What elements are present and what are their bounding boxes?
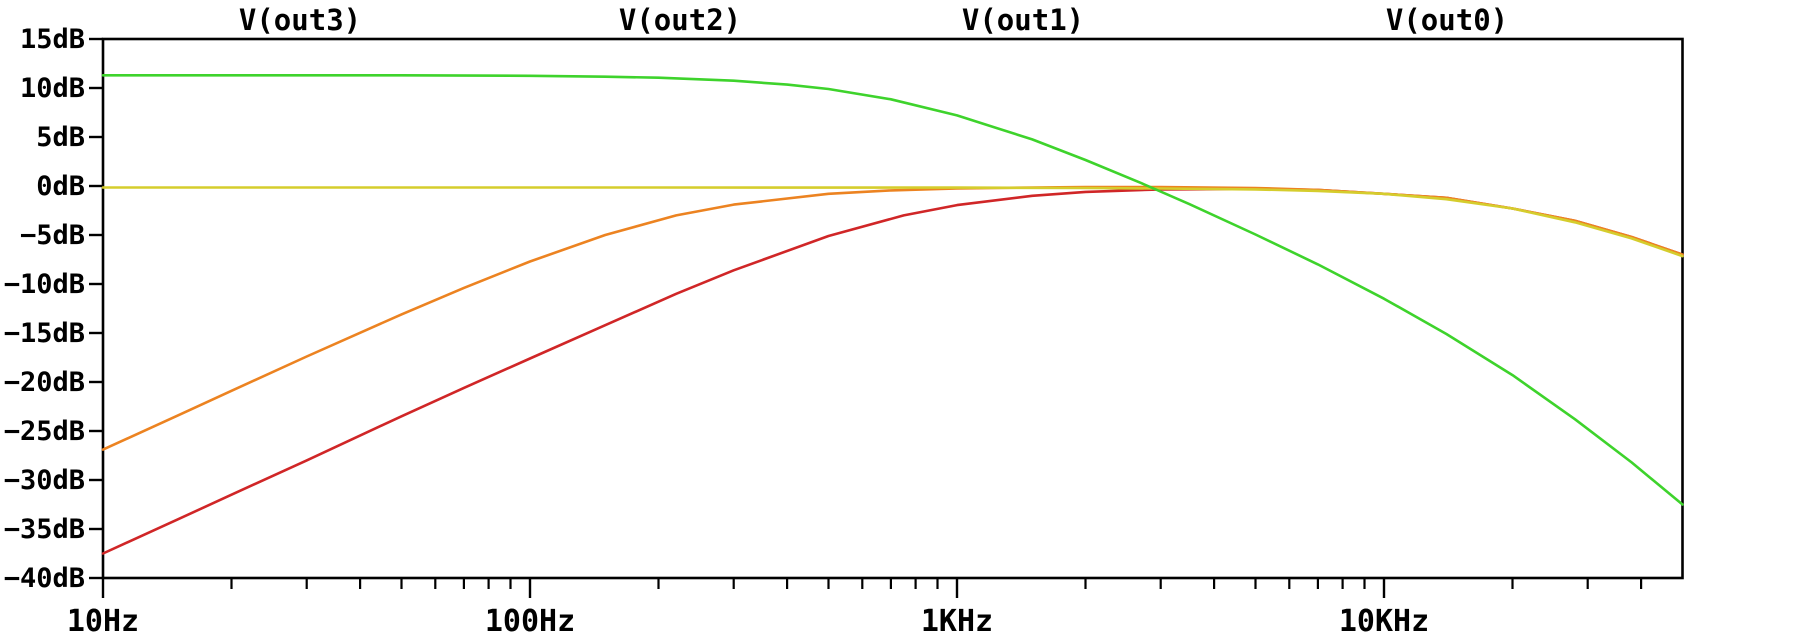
x-tick-label: 1KHz bbox=[921, 604, 993, 639]
y-tick-label: −20dB bbox=[4, 367, 85, 398]
x-tick-label: 100Hz bbox=[485, 604, 575, 639]
trace-v-out3- bbox=[101, 187, 1684, 555]
y-tick-label: 10dB bbox=[20, 73, 85, 104]
y-tick-label: −10dB bbox=[4, 269, 85, 300]
y-axis-labels: 15dB 10dB 5dB 0dB −5dB −10dB −15dB −20dB… bbox=[4, 24, 85, 594]
y-tick-label: 0dB bbox=[36, 171, 85, 202]
x-axis-labels: 10Hz 100Hz 1KHz 10KHz bbox=[67, 604, 1429, 639]
y-tick-label: −15dB bbox=[4, 318, 85, 349]
y-tick-label: −40dB bbox=[4, 563, 85, 594]
legend: V(out3) V(out2) V(out1) V(out0) bbox=[239, 3, 1508, 37]
legend-item-vout0[interactable]: V(out0) bbox=[1386, 3, 1508, 37]
legend-item-vout1[interactable]: V(out1) bbox=[962, 3, 1084, 37]
legend-item-vout2[interactable]: V(out2) bbox=[619, 3, 741, 37]
y-tick-label: 5dB bbox=[36, 122, 85, 153]
x-tick-label: 10Hz bbox=[67, 604, 139, 639]
y-tick-label: −35dB bbox=[4, 514, 85, 545]
y-tick-label: 15dB bbox=[20, 24, 85, 55]
legend-item-vout3[interactable]: V(out3) bbox=[239, 3, 361, 37]
trace-v-out0- bbox=[101, 74, 1684, 506]
y-tick-label: −30dB bbox=[4, 465, 85, 496]
plot-border bbox=[101, 37, 1684, 580]
plot-area bbox=[89, 37, 1684, 598]
trace-v-out2- bbox=[101, 185, 1684, 451]
x-tick-label: 10KHz bbox=[1339, 604, 1429, 639]
trace-v-out1- bbox=[101, 186, 1684, 258]
y-tick-label: −5dB bbox=[20, 220, 85, 251]
y-tick-label: −25dB bbox=[4, 416, 85, 447]
